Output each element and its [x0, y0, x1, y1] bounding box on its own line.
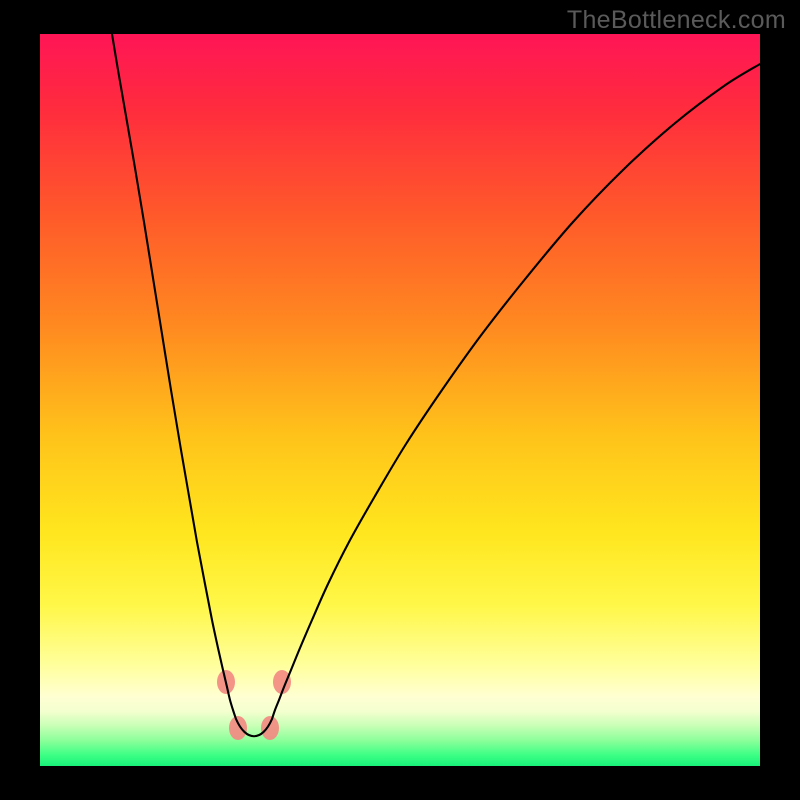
figure-root: TheBottleneck.com — [0, 0, 800, 800]
plot-svg — [40, 34, 760, 766]
plot-area — [40, 34, 760, 766]
marker-dot — [261, 716, 279, 740]
marker-dot — [229, 716, 247, 740]
watermark-text: TheBottleneck.com — [567, 6, 786, 35]
